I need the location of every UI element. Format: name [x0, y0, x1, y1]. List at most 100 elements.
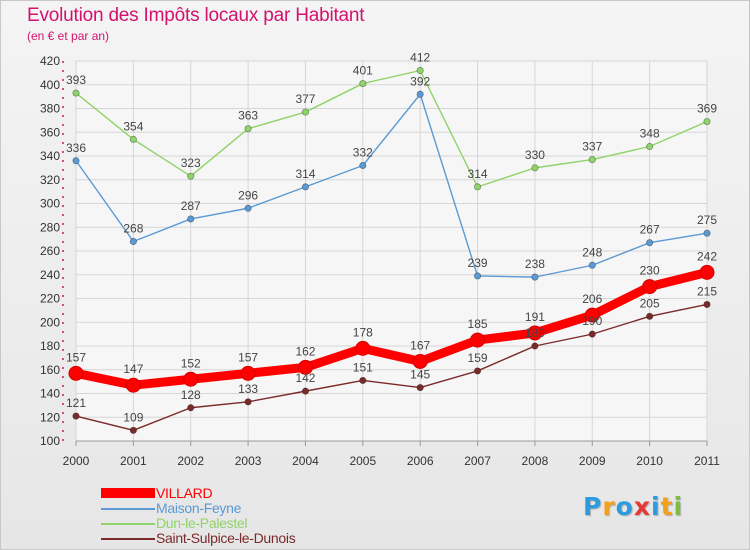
data-label-saint-sulpice-le-dunois: 145 — [410, 368, 430, 382]
data-label-maison-feyne: 332 — [353, 146, 373, 160]
data-label-villard: 206 — [582, 292, 602, 306]
x-tick-label: 2005 — [349, 454, 376, 468]
data-point-dun-le-palestel — [129, 135, 137, 143]
data-point-saint-sulpice-le-dunois — [646, 312, 654, 320]
x-tick-label: 2002 — [177, 454, 204, 468]
data-point-saint-sulpice-le-dunois — [703, 300, 711, 309]
data-label-villard: 178 — [353, 325, 373, 339]
x-tick-label: 2004 — [292, 454, 319, 468]
data-label-villard: 152 — [181, 356, 201, 370]
data-point-villard — [412, 353, 428, 369]
data-point-dun-le-palestel — [416, 66, 424, 75]
legend-label: Dun-le-Palestel — [156, 515, 248, 531]
data-point-dun-le-palestel — [646, 142, 654, 151]
data-label-maison-feyne: 314 — [295, 167, 315, 181]
y-tick-label: 320 — [40, 173, 60, 187]
data-label-maison-feyne: 296 — [238, 188, 258, 202]
data-label-saint-sulpice-le-dunois: 205 — [640, 296, 660, 310]
data-point-saint-sulpice-le-dunois — [531, 342, 539, 350]
data-label-saint-sulpice-le-dunois: 190 — [582, 314, 602, 328]
legend-swatch — [101, 523, 155, 525]
y-tick-label: 360 — [40, 125, 60, 139]
chart-title: Evolution des Impôts locaux par Habitant — [27, 5, 365, 26]
data-point-villard — [355, 340, 371, 356]
data-label-saint-sulpice-le-dunois: 133 — [238, 382, 258, 396]
data-point-villard — [699, 264, 715, 280]
data-label-saint-sulpice-le-dunois: 109 — [123, 410, 143, 424]
data-label-maison-feyne: 248 — [582, 245, 602, 259]
y-tick-label: 120 — [40, 410, 60, 424]
data-label-maison-feyne: 267 — [640, 223, 660, 237]
x-tick-label: 2008 — [522, 454, 549, 468]
y-tick-label: 400 — [40, 78, 60, 92]
data-point-maison-feyne — [473, 272, 482, 280]
data-labels: 393 354 323 363 377 401 412 314 330 337 348 369 336 2… — [66, 51, 717, 425]
data-label-saint-sulpice-le-dunois: 215 — [697, 284, 717, 298]
data-point-dun-le-palestel — [531, 164, 539, 172]
data-label-saint-sulpice-le-dunois: 121 — [66, 396, 86, 410]
data-point-villard — [642, 279, 658, 295]
data-point-dun-le-palestel — [359, 79, 367, 88]
data-label-dun-le-palestel: 330 — [525, 148, 545, 162]
data-label-maison-feyne: 336 — [66, 141, 86, 155]
axes: 100 120 140 160 180 200 220 240 260 280 300 320 340 3… — [40, 54, 720, 468]
data-label-saint-sulpice-le-dunois: 180 — [525, 326, 545, 340]
data-label-maison-feyne: 238 — [525, 257, 545, 271]
data-point-villard — [584, 307, 600, 323]
data-point-villard — [470, 332, 486, 348]
data-label-saint-sulpice-le-dunois: 151 — [353, 360, 373, 374]
y-tick-label: 100 — [40, 434, 60, 448]
data-point-saint-sulpice-le-dunois — [416, 383, 424, 392]
data-label-maison-feyne: 275 — [697, 213, 717, 227]
data-label-dun-le-palestel: 393 — [66, 73, 86, 87]
series-line-maison-feyne — [75, 93, 708, 278]
legend-swatch — [101, 538, 155, 540]
data-point-maison-feyne — [703, 229, 711, 237]
data-label-dun-le-palestel: 401 — [353, 64, 373, 78]
data-label-dun-le-palestel: 412 — [410, 51, 430, 65]
data-point-saint-sulpice-le-dunois — [129, 426, 137, 434]
data-label-villard: 242 — [697, 249, 717, 263]
data-label-dun-le-palestel: 363 — [238, 109, 258, 123]
data-point-dun-le-palestel — [473, 183, 482, 191]
data-label-dun-le-palestel: 348 — [640, 127, 660, 141]
data-point-saint-sulpice-le-dunois — [588, 330, 596, 338]
legend-swatch — [101, 488, 155, 498]
data-point-dun-le-palestel — [187, 172, 195, 180]
x-tick-label: 2001 — [120, 454, 147, 468]
y-tick-label: 340 — [40, 149, 60, 163]
series-line-dun-le-palestel — [75, 69, 708, 188]
x-tick-label: 2010 — [636, 454, 663, 468]
y-tick-label: 380 — [40, 102, 60, 116]
y-tick-label: 180 — [40, 339, 60, 353]
legend-swatch — [101, 508, 155, 510]
data-point-dun-le-palestel — [244, 125, 252, 133]
legend-label: Saint-Sulpice-le-Dunois — [156, 530, 296, 546]
data-label-saint-sulpice-le-dunois: 128 — [181, 388, 201, 402]
x-tick-label: 2007 — [464, 454, 491, 468]
data-point-maison-feyne — [72, 157, 80, 165]
data-label-dun-le-palestel: 377 — [295, 92, 315, 106]
chart-subtitle: (en € et par an) — [27, 29, 110, 43]
y-tick-label: 300 — [40, 197, 60, 211]
data-point-villard — [125, 377, 141, 393]
data-label-villard: 157 — [66, 350, 86, 364]
legend-label: VILLARD — [156, 485, 213, 501]
data-label-maison-feyne: 392 — [410, 74, 430, 88]
x-tick-label: 2000 — [63, 454, 90, 468]
data-label-dun-le-palestel: 354 — [123, 119, 143, 133]
data-point-villard — [297, 359, 313, 375]
data-point-maison-feyne — [588, 261, 596, 269]
data-point-saint-sulpice-le-dunois — [473, 367, 482, 375]
data-point-maison-feyne — [244, 204, 252, 212]
data-point-saint-sulpice-le-dunois — [187, 404, 195, 412]
y-tick-label: 220 — [40, 292, 60, 306]
y-tick-label: 140 — [40, 387, 60, 401]
data-point-dun-le-palestel — [588, 155, 596, 164]
data-label-villard: 147 — [123, 362, 143, 376]
series-line-saint-sulpice-le-dunois — [75, 303, 708, 432]
data-point-villard — [183, 371, 199, 387]
data-label-villard: 185 — [468, 317, 488, 331]
data-point-maison-feyne — [301, 183, 310, 191]
proxiti-logo: Proxiti — [583, 492, 684, 521]
